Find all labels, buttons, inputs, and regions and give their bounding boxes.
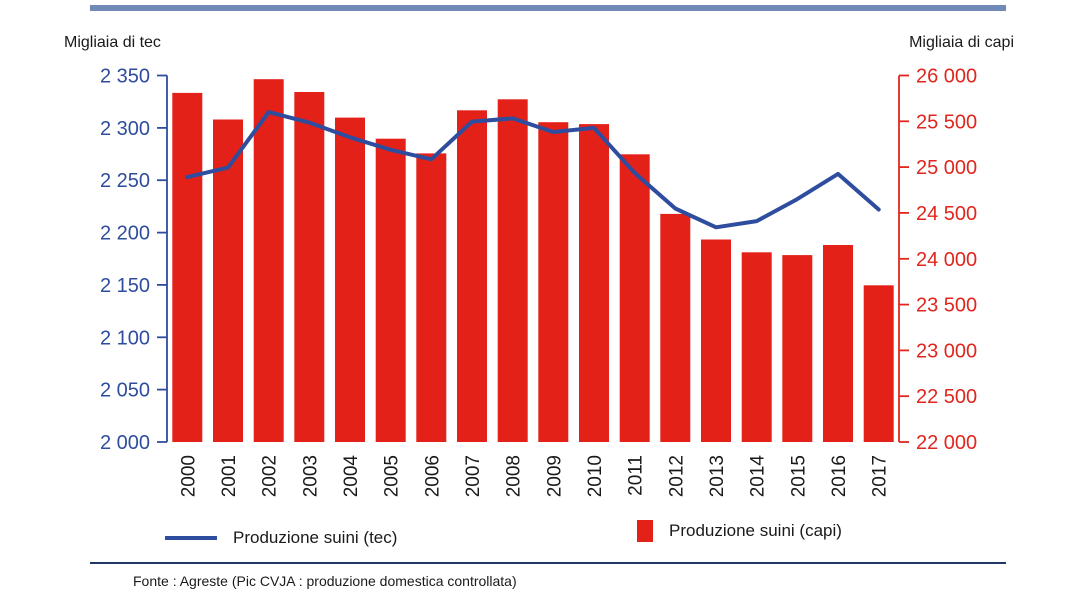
legend-label-tec: Produzione suini (tec) xyxy=(233,528,398,547)
right-axis-tick-label: 26 000 xyxy=(916,66,977,88)
bar-2008 xyxy=(497,99,528,443)
bar-2003 xyxy=(294,92,325,442)
bar-2015 xyxy=(782,255,813,442)
bar-2007 xyxy=(457,110,487,443)
x-axis-label-2015: 2015 xyxy=(788,455,809,497)
left-axis-tick-label: 2 300 xyxy=(100,118,150,140)
bar-2017 xyxy=(863,285,894,442)
right-axis-tick-label: 24 000 xyxy=(916,249,977,271)
x-axis-label-2002: 2002 xyxy=(260,455,281,497)
x-axis-label-2017: 2017 xyxy=(870,455,891,497)
x-axis-label-2013: 2013 xyxy=(707,455,728,497)
x-axis-label-2001: 2001 xyxy=(219,455,240,497)
bar-2009 xyxy=(538,122,569,442)
bar-2000 xyxy=(172,92,203,443)
bar-2006 xyxy=(416,153,447,442)
x-axis-label-2004: 2004 xyxy=(341,455,362,498)
left-axis-tick-label: 2 200 xyxy=(100,223,150,245)
bar-2004 xyxy=(335,117,365,442)
x-axis-label-2011: 2011 xyxy=(626,455,647,496)
left-axis-tick-label: 2 150 xyxy=(100,275,150,297)
left-axis-tick-label: 2 050 xyxy=(100,380,150,402)
chart-svg: 2 000 2 050 2 100 2 150 2 200 2 250 2 300 2 350… xyxy=(100,66,977,498)
x-axis-label-2007: 2007 xyxy=(463,455,484,497)
x-axis-label-2009: 2009 xyxy=(544,455,565,497)
footer-separator xyxy=(90,562,1006,564)
right-axis-tick-label: 22 500 xyxy=(916,386,977,408)
x-axis-label-2000: 2000 xyxy=(178,455,199,497)
left-axis-tick-label: 2 250 xyxy=(100,170,150,192)
x-axis-label-2014: 2014 xyxy=(748,455,769,498)
right-axis-tick-label: 23 000 xyxy=(916,340,977,362)
bar-2012 xyxy=(660,213,691,442)
right-axis-title: Migliaia di capi xyxy=(909,34,1014,51)
footer-source: Fonte : Agreste (Pic CVJA : produzione d… xyxy=(133,573,517,589)
bar-2014 xyxy=(741,252,772,442)
bar-2016 xyxy=(823,245,853,442)
x-axis-label-2012: 2012 xyxy=(666,455,687,497)
bar-2010 xyxy=(579,124,609,442)
right-axis-tick-label: 22 000 xyxy=(916,432,977,454)
top-accent-bar xyxy=(90,5,1006,11)
square-swatch-icon xyxy=(637,520,653,542)
line-swatch-icon xyxy=(165,536,217,540)
x-axis-label-2003: 2003 xyxy=(300,455,321,497)
bar-2013 xyxy=(701,239,731,442)
right-axis-tick-label: 23 500 xyxy=(916,295,977,317)
bar-2001 xyxy=(213,119,243,442)
x-axis-label-2006: 2006 xyxy=(422,455,443,497)
left-axis-tick-label: 2 350 xyxy=(100,66,150,88)
tec-line xyxy=(185,110,881,230)
left-axis-tick-label: 2 100 xyxy=(100,327,150,349)
x-axis-label-2016: 2016 xyxy=(829,455,850,497)
left-axis-tick-label: 2 000 xyxy=(100,432,150,454)
x-axis-label-2005: 2005 xyxy=(382,455,403,497)
bar-2002 xyxy=(253,79,284,442)
x-axis-label-2008: 2008 xyxy=(504,455,525,497)
bar-2005 xyxy=(375,138,406,442)
right-axis-tick-label: 25 500 xyxy=(916,111,977,133)
right-axis-tick-label: 25 000 xyxy=(916,157,977,179)
legend-item-capi: Produzione suini (capi) xyxy=(637,520,842,542)
x-axis-label-2010: 2010 xyxy=(585,455,606,497)
left-axis-title: Migliaia di tec xyxy=(64,34,161,51)
right-axis-tick-label: 24 500 xyxy=(916,203,977,225)
legend-item-tec: Produzione suini (tec) xyxy=(165,528,397,548)
bar-2011 xyxy=(619,154,650,443)
legend-label-capi: Produzione suini (capi) xyxy=(669,521,842,540)
